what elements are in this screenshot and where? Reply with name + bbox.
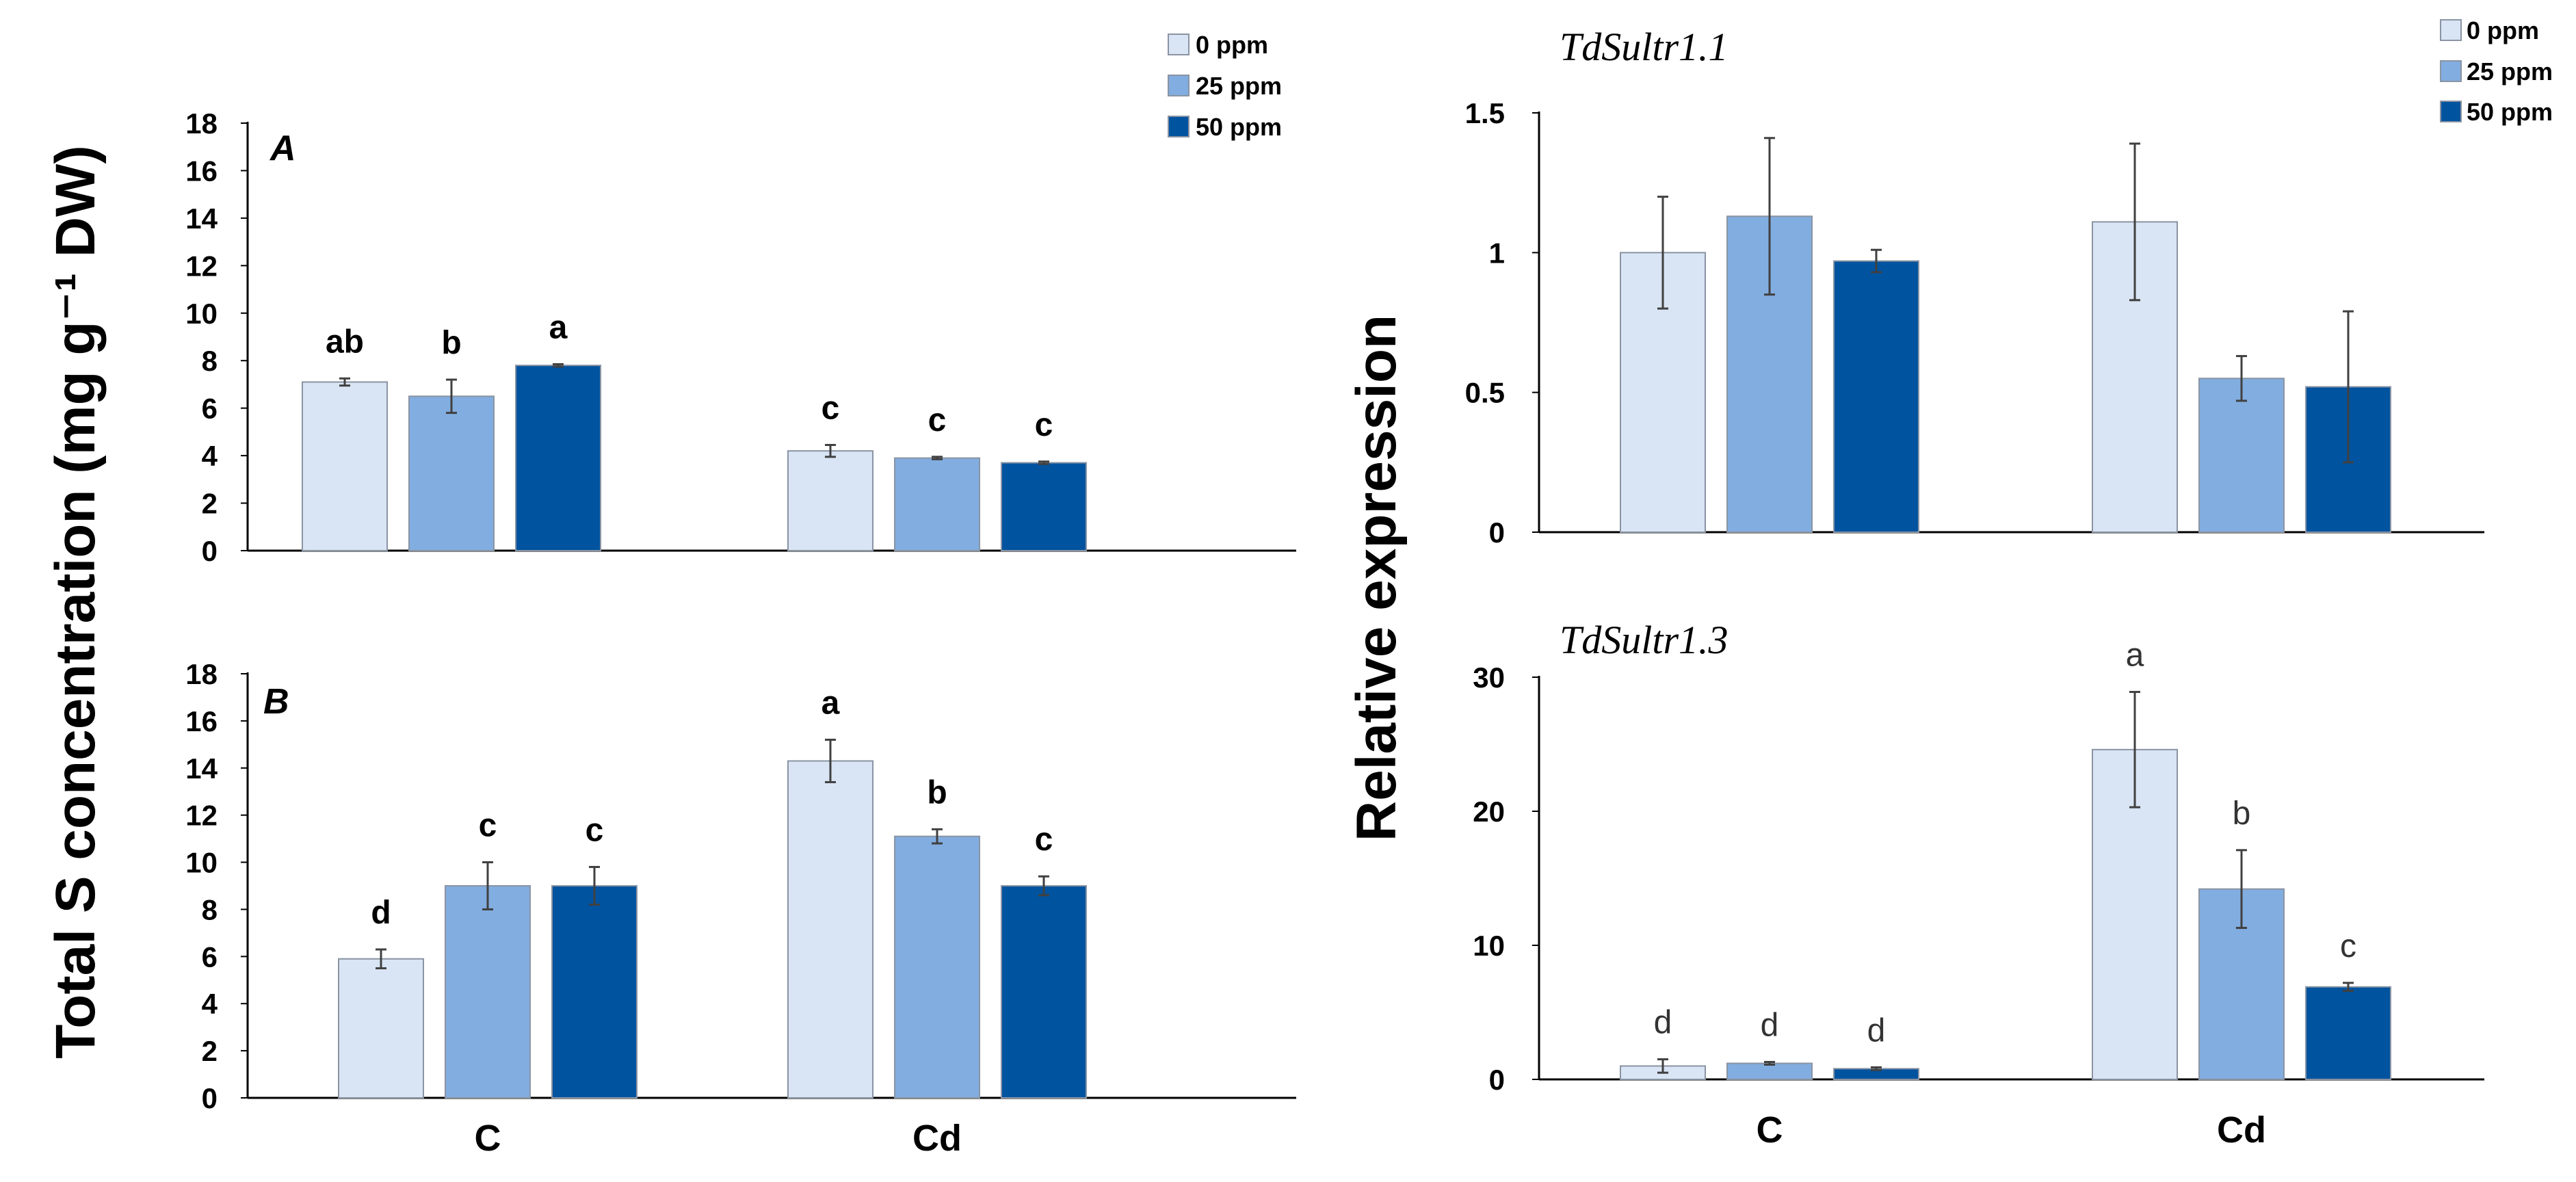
chart3-ytick-label: 20 (1473, 796, 1505, 828)
chart3-category-label: Cd (2217, 1109, 2266, 1151)
chart3-significance-letter: c (2340, 928, 2356, 964)
chart1-category-label: C (475, 1118, 501, 1159)
chart0-significance-letter: c (822, 390, 840, 426)
chart2-ytick-label: 1 (1489, 237, 1505, 269)
chart1-bar-0ppm-c (338, 958, 424, 1099)
chart0-bar-25ppm-c (408, 395, 495, 551)
legend-right-label-0ppm: 0 ppm (2467, 16, 2539, 44)
chart1-bar-50ppm-cd (1001, 885, 1087, 1099)
legend-left-label-25ppm: 25 ppm (1196, 72, 1282, 100)
tdsultr11-chart: 0 0.5 1 1.5 TdSultr1.1 (1465, 25, 2484, 549)
chart2-ytick-label: 0 (1489, 516, 1505, 549)
legend-left-swatch-25ppm (1168, 75, 1190, 96)
chart0-ytick-label: 10 (185, 298, 218, 330)
chart3-bar-50ppm-cd (2305, 986, 2391, 1081)
legend-right-swatch-50ppm (2440, 101, 2462, 122)
chart1-ytick-label: 2 (202, 1035, 218, 1067)
chart1-significance-letter: c (479, 808, 497, 844)
chart0-bar-0ppm-c (302, 381, 388, 551)
legend-left-label-0ppm: 0 ppm (1196, 31, 1268, 59)
chart3-category-label: C (1757, 1109, 1783, 1151)
legend-right-label-25ppm: 25 ppm (2467, 57, 2553, 86)
legend-left-swatch-50ppm (1168, 116, 1190, 137)
chart1-ytick-label: 8 (202, 893, 218, 925)
chart1-ytick-label: 0 (202, 1082, 218, 1114)
tdsultr13-chart: 0 10 20 30 TdSultr1.3 d d d Ca b c Cd (1473, 618, 2484, 1151)
chart3-significance-letter: d (1654, 1005, 1672, 1041)
chart0-bar-0ppm-cd (787, 450, 873, 552)
chart0-ytick-label: 16 (185, 155, 218, 187)
chart1-significance-letter: c (586, 812, 604, 848)
chart1-ytick-label: 12 (185, 800, 218, 832)
chart0-ytick-label: 18 (185, 107, 218, 140)
chart2-ytick-label: 1.5 (1465, 97, 1505, 129)
legend-right-label-50ppm: 50 ppm (2467, 98, 2553, 126)
chart0-panel-label: A (269, 129, 296, 168)
chart0-ytick-label: 2 (202, 488, 218, 520)
chart0-significance-letter: ab (326, 324, 364, 360)
chart1-bar-0ppm-cd (787, 760, 873, 1099)
chart1-category-label: Cd (912, 1118, 962, 1159)
chart1-bar-25ppm-cd (894, 835, 980, 1099)
chart1-significance-letter: c (1035, 822, 1053, 858)
chart3-ytick-label: 0 (1489, 1064, 1505, 1096)
chart1-ytick-label: 18 (185, 658, 218, 690)
chart0-significance-letter: c (1035, 407, 1053, 443)
chart0-significance-letter: c (928, 402, 947, 438)
chart1-ytick-label: 6 (202, 941, 218, 973)
legend-left-label-50ppm: 50 ppm (1196, 113, 1282, 141)
chart1-significance-letter: a (822, 685, 840, 721)
chart2-ytick-label: 0.5 (1465, 377, 1505, 409)
chart1-ytick-label: 10 (185, 847, 218, 879)
chart1-ytick-label: 4 (202, 988, 218, 1020)
chart0-ytick-label: 4 (202, 440, 218, 472)
chart0-bar-25ppm-cd (894, 457, 980, 551)
chart3-ytick-label: 10 (1473, 930, 1505, 962)
chart1-significance-letter: d (371, 895, 391, 931)
chart1-ytick-label: 14 (185, 752, 218, 785)
chart2-title: TdSultr1.1 (1560, 25, 1729, 69)
chart0-bar-50ppm-c (515, 365, 601, 552)
panel-b-chart: 0 2 4 6 8 10 12 14 16 18 Bd c c Ca b c Cd (185, 658, 1296, 1159)
chart0-ytick-label: 14 (185, 202, 218, 235)
chart0-ytick-label: 6 (202, 393, 218, 425)
chart3-ytick-label: 30 (1473, 661, 1505, 694)
chart3-significance-letter: a (2126, 638, 2144, 674)
chart3-title: TdSultr1.3 (1560, 618, 1729, 662)
chart3-significance-letter: d (1867, 1012, 1886, 1049)
chart0-ytick-label: 12 (185, 250, 218, 282)
legend-right-swatch-25ppm (2440, 60, 2462, 82)
legend-left: 0 ppm 25 ppm 50 ppm (1168, 31, 1282, 141)
chart1-bar-25ppm-c (445, 885, 531, 1099)
chart1-ytick-label: 16 (185, 705, 218, 737)
legend-left-swatch-0ppm (1168, 34, 1190, 55)
chart0-significance-letter: b (441, 325, 461, 361)
chart1-panel-label: B (263, 682, 289, 722)
chart0-bar-50ppm-cd (1001, 462, 1087, 551)
chart1-significance-letter: b (927, 774, 947, 811)
chart3-bar-25ppm-c (1726, 1062, 1813, 1080)
chart0-ytick-label: 0 (202, 535, 218, 567)
panel-a-chart: 0 2 4 6 8 10 12 14 16 18 Aab b a c c c (185, 107, 1296, 567)
chart0-ytick-label: 8 (202, 345, 218, 377)
legend-right: 0 ppm 25 ppm 50 ppm (2440, 16, 2553, 126)
legend-right-swatch-0ppm (2440, 19, 2462, 41)
chart3-significance-letter: d (1761, 1008, 1779, 1044)
chart0-significance-letter: a (549, 309, 568, 345)
chart2-bar-50ppm-c (1833, 260, 1919, 533)
chart3-significance-letter: b (2233, 796, 2251, 832)
right-y-axis-title: Relative expression (1345, 315, 1408, 841)
left-y-axis-title: Total S concentration (mg g⁻¹ DW) (44, 145, 107, 1058)
chart1-bar-50ppm-c (551, 885, 638, 1099)
